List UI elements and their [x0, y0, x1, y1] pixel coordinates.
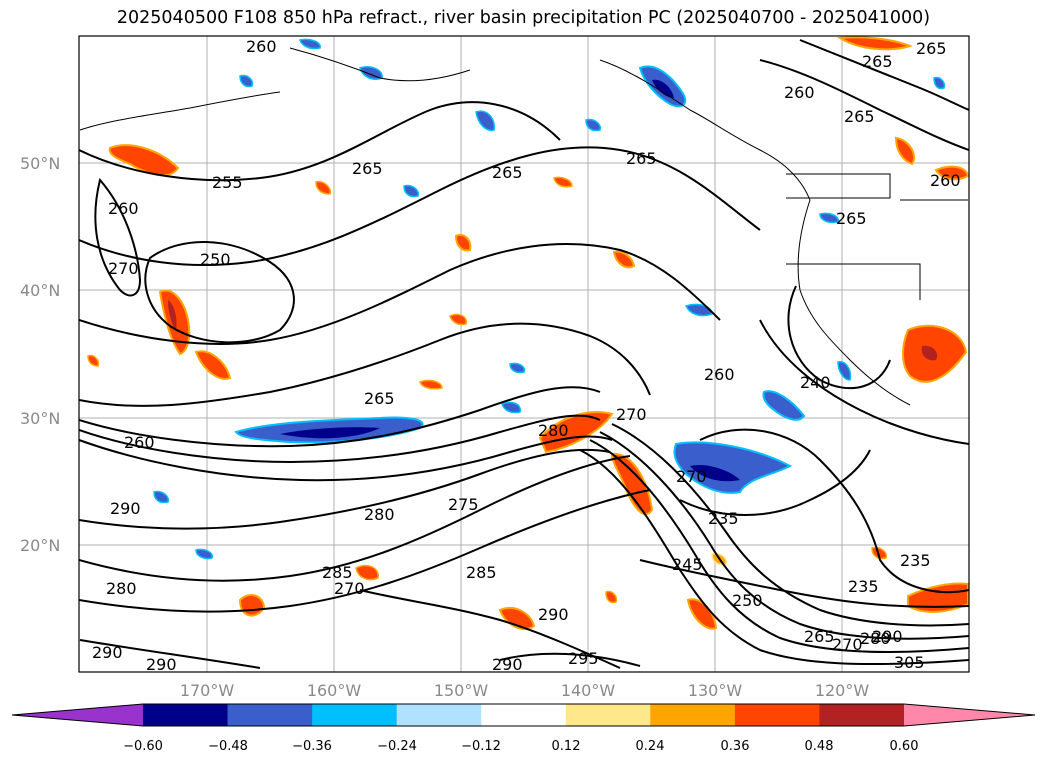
colorbar-extend-low	[12, 704, 143, 726]
contour-label: 265	[844, 107, 875, 126]
lat-label-40n: 40°N	[20, 281, 60, 300]
colorbar-tick-label: −0.36	[292, 739, 332, 754]
contour-label: 250	[732, 591, 763, 610]
contour-label: 280	[364, 505, 395, 524]
contour-label: 290	[92, 643, 123, 662]
colorbar-segment	[819, 704, 905, 726]
colorbar-tick-label: −0.24	[377, 739, 417, 754]
contour-label: 265	[492, 163, 523, 182]
colorbar-segment	[565, 704, 651, 726]
colorbar-segment	[312, 704, 398, 726]
contour-label: 275	[448, 495, 479, 514]
contour-label: 235	[848, 577, 879, 596]
longitude-labels: 170°W 160°W 150°W 140°W 130°W 120°W	[180, 681, 870, 700]
contour-label: 285	[466, 563, 497, 582]
contour-labels: 260 265 265 260 265 255 265 265 265 260 …	[92, 37, 961, 674]
colorbar-segment	[734, 704, 820, 726]
lon-label-120w: 120°W	[815, 681, 870, 700]
graticule	[79, 36, 969, 672]
contour-label: 265	[916, 39, 947, 58]
colorbar-outline	[11, 703, 1036, 727]
lon-label-160w: 160°W	[307, 681, 362, 700]
contour-label: 270	[334, 579, 365, 598]
contour-label: 270	[616, 405, 647, 424]
contour-label: 280	[538, 421, 569, 440]
contour-label: 265	[836, 209, 867, 228]
contour-label: 280	[860, 629, 891, 648]
lon-label-150w: 150°W	[434, 681, 489, 700]
precip-positive-areas	[87, 36, 969, 631]
colorbar-tick-label: −0.48	[208, 739, 248, 754]
contour-label: 260	[704, 365, 735, 384]
contour-label: 255	[212, 173, 243, 192]
colorbar-tick-label: −0.12	[461, 739, 501, 754]
contour-label: 295	[568, 649, 599, 668]
contour-label: 240	[800, 373, 831, 392]
contour-label: 270	[676, 467, 707, 486]
contour-label: 305	[894, 653, 925, 672]
contour-label: 245	[672, 555, 703, 574]
contour-label: 280	[106, 579, 137, 598]
contour-label: 260	[108, 199, 139, 218]
latitude-labels: 50°N 40°N 30°N 20°N	[20, 154, 60, 555]
lat-label-20n: 20°N	[20, 536, 60, 555]
contour-label: 290	[492, 655, 523, 674]
colorbar-tick-label: −0.60	[123, 739, 163, 754]
colorbar-segment	[481, 704, 567, 726]
colorbar-tick-label: 0.60	[890, 739, 919, 754]
colorbar-segment	[227, 704, 313, 726]
contour-label: 265	[862, 52, 893, 71]
map-title: 2025040500 F108 850 hPa refract., river …	[116, 8, 931, 28]
precip-negative-areas	[153, 38, 946, 560]
colorbar-tick-label: 0.24	[636, 739, 665, 754]
contour-label: 265	[804, 627, 835, 646]
colorbar-segments	[11, 703, 1036, 727]
lon-label-170w: 170°W	[180, 681, 235, 700]
lat-label-30n: 30°N	[20, 409, 60, 428]
contour-label: 265	[352, 159, 383, 178]
contour-label: 260	[124, 433, 155, 452]
refractivity-contours	[79, 39, 969, 669]
contour-label: 290	[872, 627, 903, 646]
colorbar-tick-label: 0.12	[552, 739, 581, 754]
colorbar-segment	[143, 704, 229, 726]
contour-label: 290	[146, 655, 177, 674]
colorbar-ticks: −0.60 −0.48 −0.36 −0.24 −0.12 0.12 0.24 …	[123, 739, 918, 754]
colorbar-tick-label: 0.48	[805, 739, 834, 754]
contour-label: 260	[784, 83, 815, 102]
contour-label: 285	[322, 563, 353, 582]
colorbar-segment	[650, 704, 736, 726]
colorbar-segment	[396, 704, 482, 726]
contour-label: 265	[626, 149, 657, 168]
lon-label-130w: 130°W	[688, 681, 743, 700]
contour-label: 290	[110, 499, 141, 518]
contour-label: 260	[930, 171, 961, 190]
map-frame	[78, 35, 970, 673]
contour-label: 270	[108, 259, 139, 278]
lat-label-50n: 50°N	[20, 154, 60, 173]
colorbar: −0.60 −0.48 −0.36 −0.24 −0.12 0.12 0.24 …	[11, 703, 1036, 754]
coastlines	[79, 47, 968, 406]
contour-label: 250	[200, 250, 231, 269]
contour-label: 290	[538, 605, 569, 624]
contour-label: 235	[900, 551, 931, 570]
contour-label: 235	[708, 509, 739, 528]
contour-label: 270	[832, 635, 863, 654]
lon-label-140w: 140°W	[561, 681, 616, 700]
colorbar-tick-label: 0.36	[721, 739, 750, 754]
map-plot-area	[79, 36, 969, 672]
contour-label: 260	[246, 37, 277, 56]
colorbar-extend-high	[904, 704, 1035, 726]
contour-label: 265	[364, 389, 395, 408]
